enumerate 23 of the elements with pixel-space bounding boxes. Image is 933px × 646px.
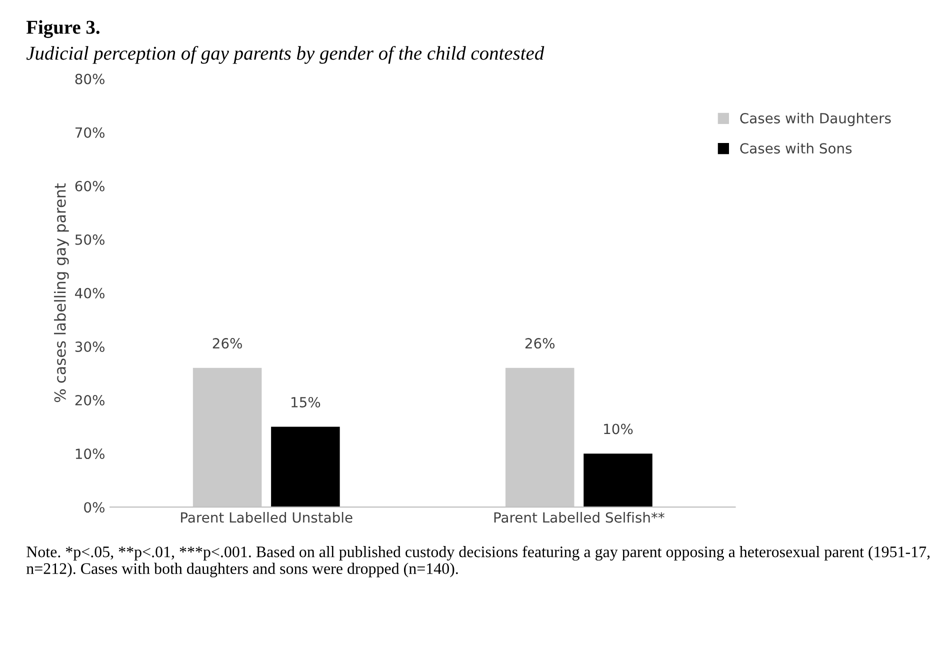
data-label: 10% — [604, 424, 633, 434]
legend-label: Cases with Daughters — [740, 112, 891, 126]
x-tick-label: Parent Labelled Selfish** — [494, 512, 664, 523]
bar — [584, 454, 652, 508]
y-tick-label: 10% — [76, 448, 104, 460]
y-tick-label: 60% — [75, 180, 104, 192]
y-tick-label: 40% — [75, 288, 104, 298]
y-tick-label: 20% — [75, 395, 104, 406]
y-tick-label: 70% — [76, 127, 104, 138]
legend-label: Cases with Sons — [740, 142, 852, 154]
y-tick-label: 30% — [75, 341, 104, 352]
y-tick-label: 0% — [84, 502, 104, 513]
y-axis-title: % cases labelling gay parent — [54, 183, 69, 402]
data-label: 15% — [292, 396, 320, 408]
y-tick-label: 80% — [75, 74, 104, 84]
y-tick-label: 50% — [75, 234, 104, 245]
text: Note. *p<.05, **p<.01, ***p<.001. Based on all published custody decisions featuring a gay parent opposing a heterosexual parent (1951-17, n=212). Cases with both daughters and sons were dropped (n=140). — [26, 546, 930, 578]
chart-subtitle: Judicial perception of gay parents by gender of the child contested — [26, 46, 544, 64]
data-label: 26% — [212, 338, 242, 349]
bar — [271, 426, 340, 508]
x-tick-label: Parent Labelled Unstable — [181, 512, 352, 523]
chart-title: Figure 3. — [26, 20, 100, 38]
data-label: 26% — [525, 338, 555, 349]
